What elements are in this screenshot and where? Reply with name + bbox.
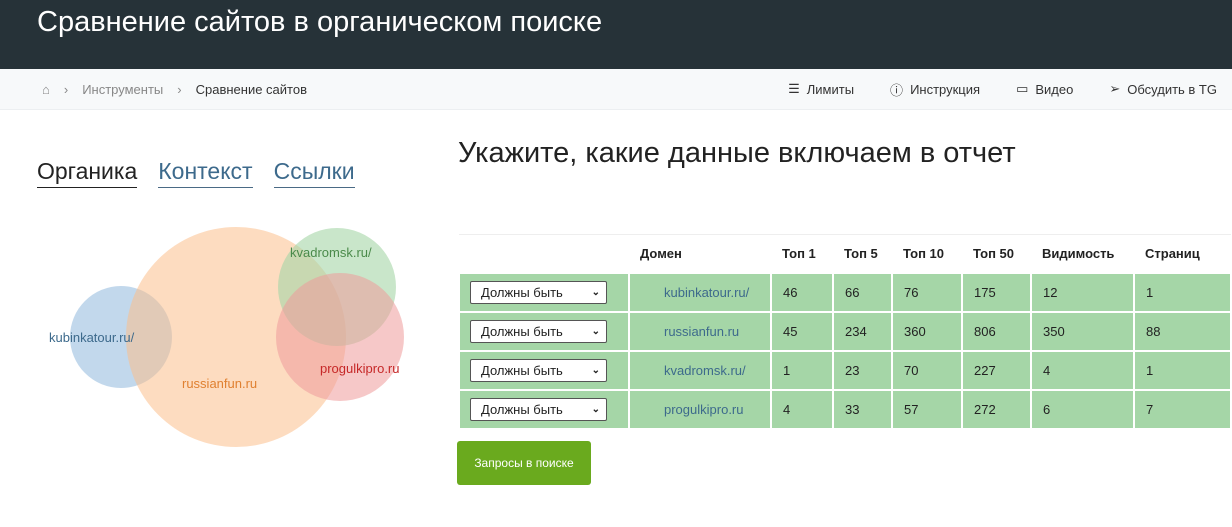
table-cell: 57 [891, 388, 963, 430]
video-icon: ▭ [1016, 81, 1029, 96]
table-cell: 4 [770, 388, 834, 430]
filter-value: Должны быть [481, 362, 563, 378]
instruction-button[interactable]: ⓘ Инструкция [890, 80, 980, 99]
venn-label: kubinkatour.ru/ [49, 330, 135, 345]
chevron-down-icon: ⌄ [591, 364, 600, 376]
venn-label: kvadromsk.ru/ [290, 245, 372, 260]
send-icon: ➢ [1109, 81, 1121, 96]
table-row: Должны быть ⌄ progulkipro.ru 4 33 57 272 6 7 [458, 388, 1232, 430]
tab-links[interactable]: Ссылки [273, 158, 355, 188]
table-cell: 88 [1133, 310, 1232, 352]
chevron-down-icon: ⌄ [591, 325, 600, 337]
venn-diagram: kubinkatour.ru/ russianfun.ru kvadromsk.… [49, 227, 404, 447]
discuss-tg-button[interactable]: ➢ Обсудить в TG [1109, 80, 1217, 99]
column-header[interactable]: Топ 1 [771, 234, 833, 273]
column-header: Домен [629, 234, 771, 273]
toolbar: ⌂ › Инструменты › Сравнение сайтов ☰ Лимиты… [0, 69, 1232, 110]
column-header[interactable]: Страниц [1134, 234, 1231, 273]
section-title: Укажите, какие данные включаем в отчет [458, 137, 1016, 169]
domains-table: Домен Топ 1 Топ 5 Топ 10 Топ 50 Видимост… [458, 234, 1232, 430]
domain-link[interactable]: kubinkatour.ru/ [628, 271, 772, 313]
table-cell: 7 [1133, 388, 1232, 430]
column-header[interactable]: Топ 5 [833, 234, 892, 273]
table-cell: 12 [1030, 271, 1135, 313]
breadcrumb-current: Сравнение сайтов [195, 81, 307, 97]
limits-button[interactable]: ☰ Лимиты [788, 80, 854, 99]
column-header [459, 234, 629, 273]
domain-link[interactable]: russianfun.ru [628, 310, 772, 352]
table-cell: 66 [832, 271, 893, 313]
sliders-icon: ☰ [788, 81, 800, 96]
filter-select[interactable]: Должны быть ⌄ [470, 397, 607, 421]
filter-value: Должны быть [481, 323, 563, 339]
tab-organic[interactable]: Органика [37, 158, 138, 188]
column-header[interactable]: Видимость [1031, 234, 1134, 273]
table-cell: 234 [832, 310, 893, 352]
home-icon[interactable]: ⌂ [42, 81, 50, 97]
domain-link[interactable]: kvadromsk.ru/ [628, 349, 772, 391]
instruction-label: Инструкция [910, 81, 981, 97]
table-cell: 350 [1030, 310, 1135, 352]
table-cell: 46 [770, 271, 834, 313]
table-cell: 1 [1133, 349, 1232, 391]
table-cell: 1 [770, 349, 834, 391]
table-cell: 33 [832, 388, 893, 430]
filter-select[interactable]: Должны быть ⌄ [470, 319, 607, 343]
chevron-right-icon: › [63, 81, 69, 97]
table-cell: 175 [961, 271, 1032, 313]
table-cell: 272 [961, 388, 1032, 430]
venn-circle-progulkipro[interactable] [276, 273, 404, 401]
table-cell: 4 [1030, 349, 1135, 391]
filter-select[interactable]: Должны быть ⌄ [470, 358, 607, 382]
filter-value: Должны быть [481, 401, 563, 417]
table-cell: 23 [832, 349, 893, 391]
filter-cell: Должны быть ⌄ [458, 349, 630, 391]
venn-label: russianfun.ru [182, 376, 257, 391]
table-cell: 70 [891, 349, 963, 391]
limits-label: Лимиты [806, 81, 855, 97]
tab-context[interactable]: Контекст [158, 158, 253, 188]
breadcrumb: ⌂ › Инструменты › Сравнение сайтов [42, 82, 307, 97]
venn-label: progulkipro.ru [320, 361, 400, 376]
filter-cell: Должны быть ⌄ [458, 271, 630, 313]
table-row: Должны быть ⌄ russianfun.ru 45 234 360 806 350 8… [458, 310, 1232, 352]
chevron-down-icon: ⌄ [591, 286, 600, 298]
filter-cell: Должны быть ⌄ [458, 310, 630, 352]
video-label: Видео [1035, 81, 1074, 97]
table-cell: 227 [961, 349, 1032, 391]
search-queries-button[interactable]: Запросы в поиске [457, 441, 591, 485]
filter-cell: Должны быть ⌄ [458, 388, 630, 430]
discuss-label: Обсудить в TG [1127, 81, 1217, 97]
column-header[interactable]: Топ 10 [892, 234, 962, 273]
table-cell: 45 [770, 310, 834, 352]
table-row: Должны быть ⌄ kubinkatour.ru/46 66 76 175 12 1 [458, 271, 1232, 313]
filter-select[interactable]: Должны быть ⌄ [470, 280, 607, 304]
chevron-right-icon: › [177, 81, 182, 97]
table-cell: 806 [961, 310, 1032, 352]
info-icon: ⓘ [890, 82, 904, 98]
domain-link[interactable]: progulkipro.ru [628, 388, 772, 430]
page-title: Сравнение сайтов в органическом поиске [37, 6, 603, 38]
video-button[interactable]: ▭ Видео [1016, 80, 1073, 99]
filter-value: Должны быть [481, 284, 563, 300]
table-row: Должны быть ⌄ kvadromsk.ru/1 23 70 227 4 1 [458, 349, 1232, 391]
breadcrumb-tools[interactable]: Инструменты [82, 81, 164, 97]
table-cell: 6 [1030, 388, 1135, 430]
table-cell: 76 [891, 271, 963, 313]
table-cell: 1 [1133, 271, 1232, 313]
table-cell: 360 [891, 310, 963, 352]
column-header[interactable]: Топ 50 [962, 234, 1031, 273]
chevron-down-icon: ⌄ [591, 403, 600, 415]
page-header: Сравнение сайтов в органическом поиске [0, 0, 1232, 69]
